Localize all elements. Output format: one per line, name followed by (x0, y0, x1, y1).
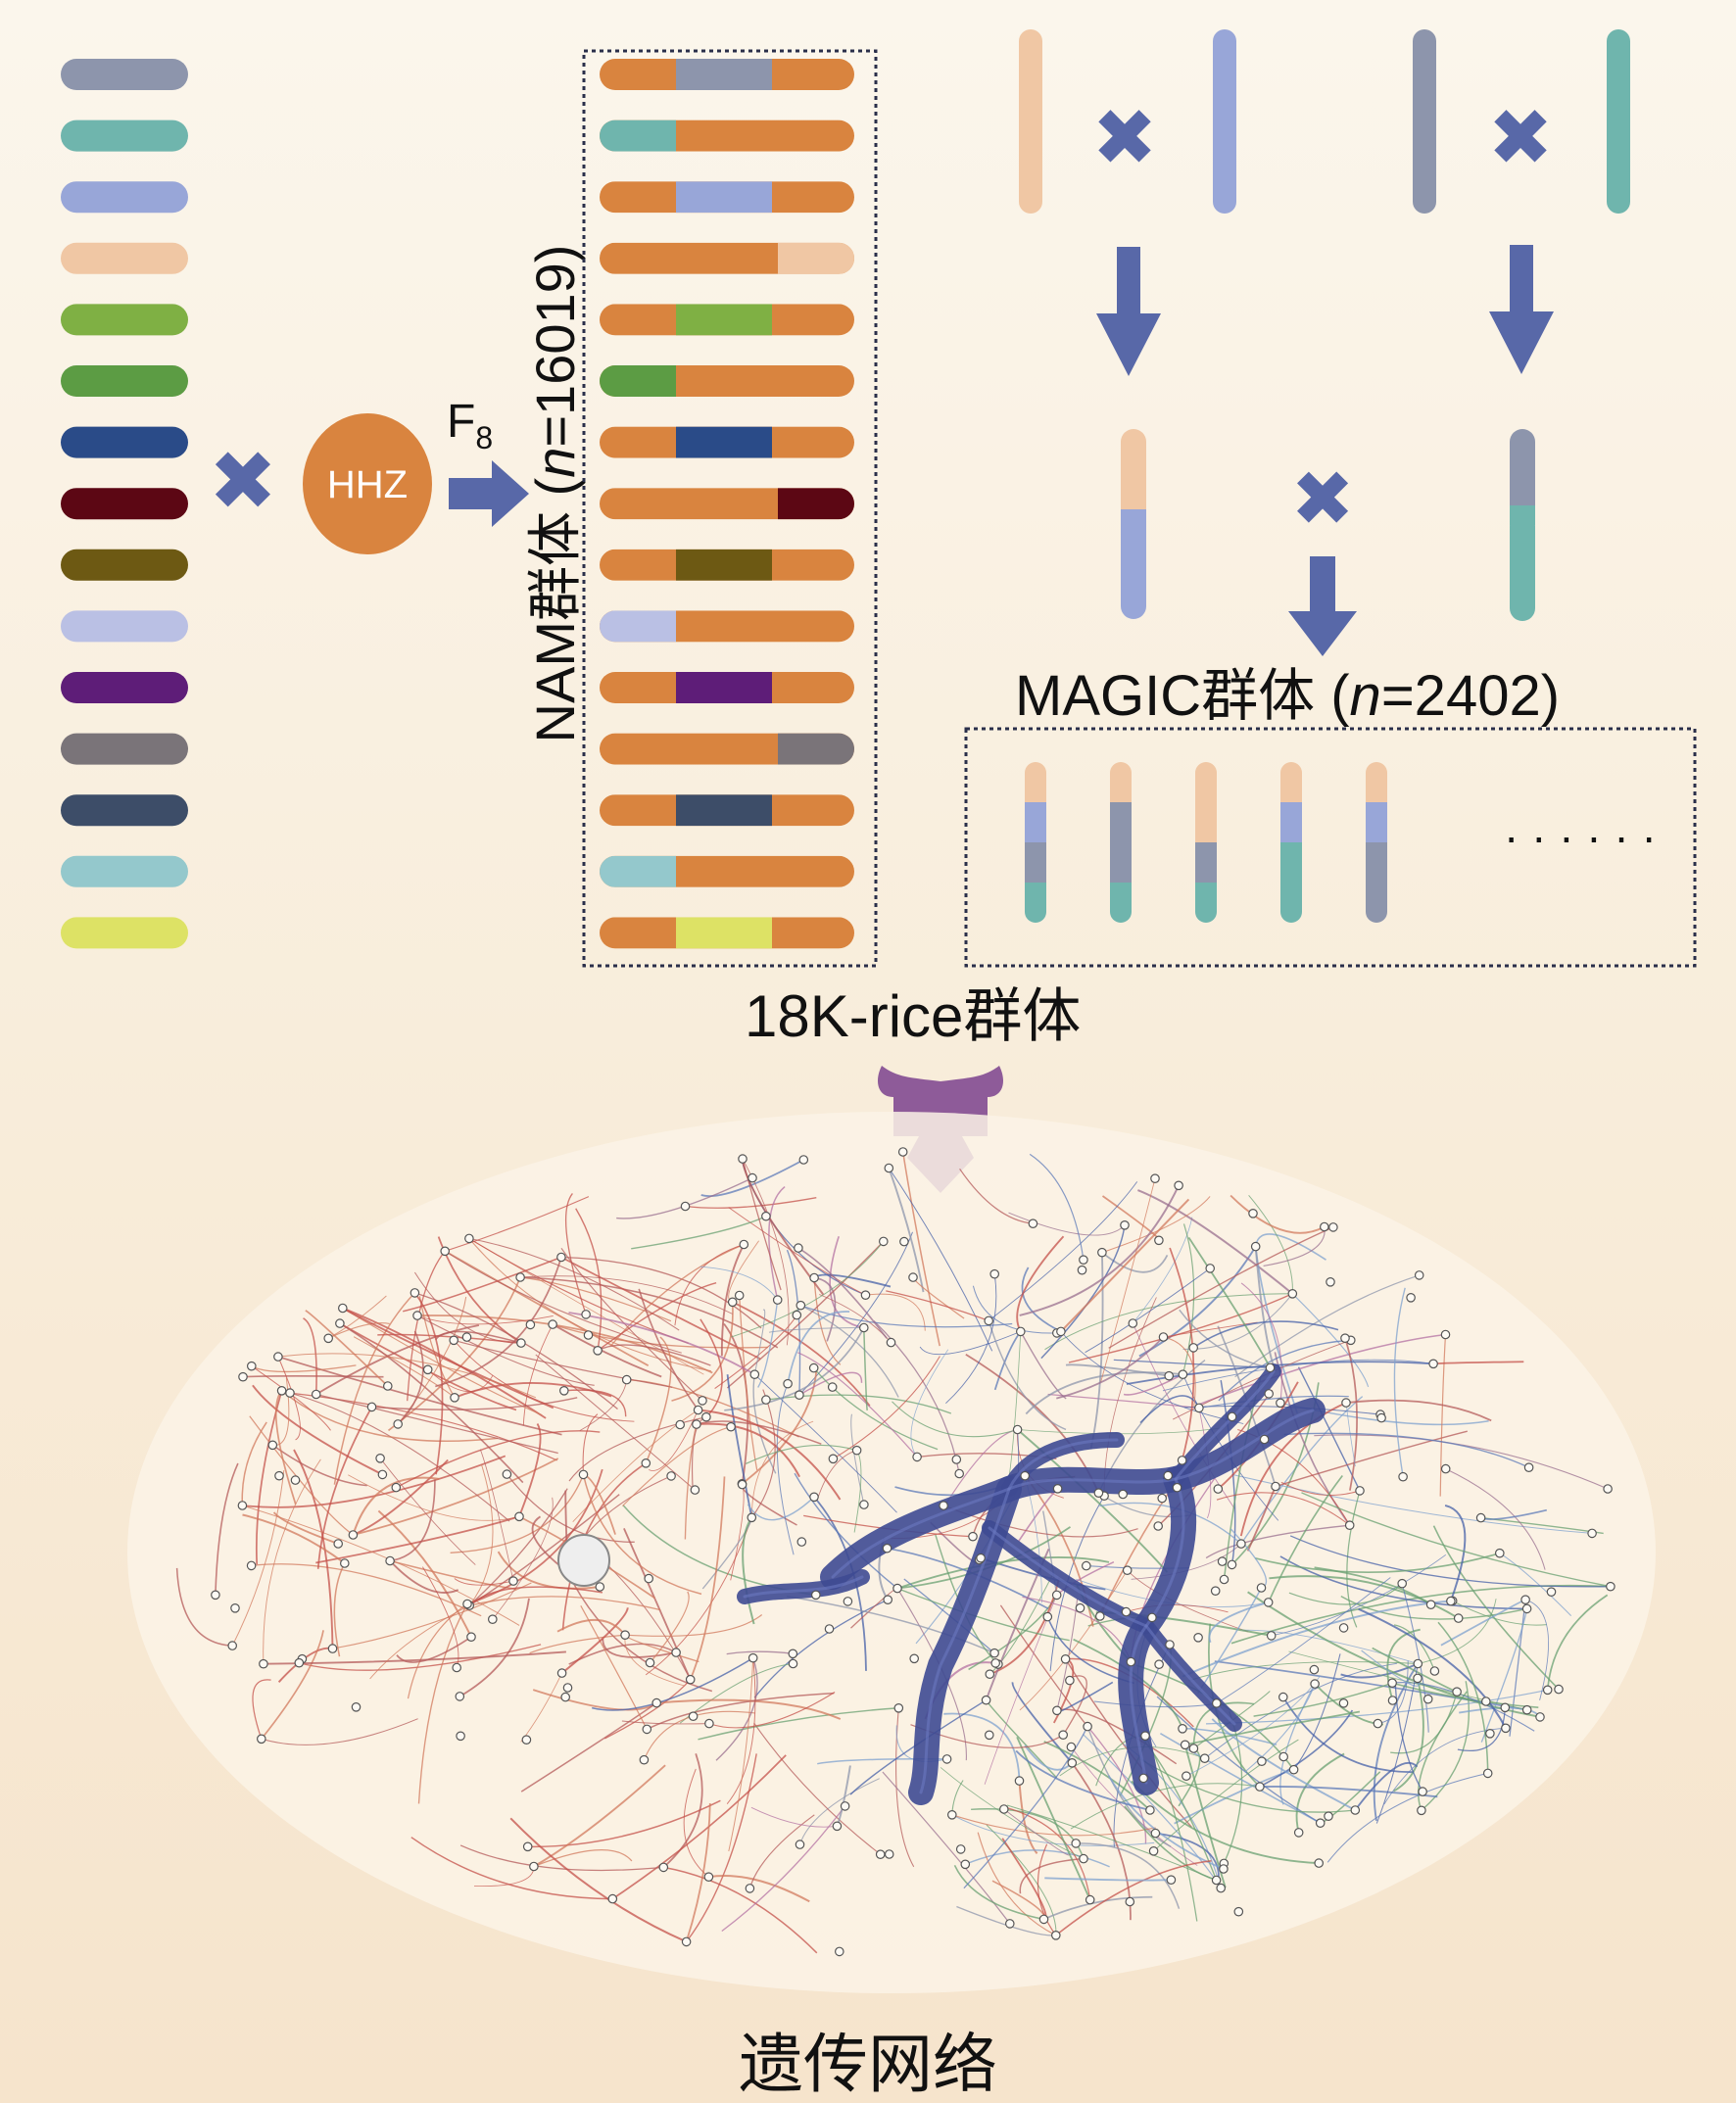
magic-parent-2 (1213, 29, 1236, 214)
f1-hybrid-1-lower (1121, 515, 1146, 619)
magic-ril (1110, 762, 1132, 923)
down-arrow (1288, 556, 1357, 656)
nam-line (600, 733, 854, 765)
f1-hybrid-2-lower (1510, 513, 1535, 621)
down-arrow (1096, 247, 1161, 376)
f1-hybrid-1 (1121, 429, 1146, 523)
hhz-label: HHZ (327, 463, 408, 506)
founder-line (61, 365, 188, 397)
nam-lines (600, 59, 854, 949)
nam-line (600, 488, 854, 520)
network-strands (175, 1151, 1612, 1954)
hhz-parent-node (303, 413, 432, 554)
magic-parent-3 (1413, 29, 1436, 214)
nam-line (600, 917, 854, 949)
magic-ril (1025, 762, 1046, 923)
cross-symbol: ✖ (209, 435, 277, 527)
f1-hybrid-2-mid (1510, 505, 1535, 525)
founder-line (61, 119, 188, 152)
magic-parent-4 (1607, 29, 1630, 214)
magic-lines (1025, 762, 1387, 923)
founder-lines (61, 59, 188, 949)
founder-line (61, 488, 188, 520)
nam-line (600, 426, 854, 458)
nam-line (600, 672, 854, 703)
founder-line (61, 794, 188, 827)
magic-crossing-scheme: ✖ ✖ ✖ (1019, 29, 1630, 656)
founder-line (61, 733, 188, 765)
genetic-network-label: 遗传网络 (739, 2028, 997, 2100)
nam-line (600, 855, 854, 887)
founder-line (61, 672, 188, 703)
magic-parent-1 (1019, 29, 1042, 214)
founder-line (61, 242, 188, 274)
ellipsis: · · · · · · (1504, 811, 1657, 862)
cross-symbol: ✖ (1091, 94, 1157, 181)
nam-line (600, 365, 854, 397)
founder-line (61, 426, 188, 458)
founder-line (61, 855, 188, 887)
magic-ril (1366, 762, 1387, 923)
f1-hybrid-1-mid (1121, 509, 1146, 529)
founder-line (61, 181, 188, 214)
cross-symbol: ✖ (1290, 455, 1354, 542)
nam-line (600, 119, 854, 152)
founder-line (61, 59, 188, 90)
f8-arrow (449, 460, 529, 527)
magic-ril (1195, 762, 1217, 923)
network-hub-node (557, 1534, 610, 1587)
network-core (737, 1363, 1326, 1805)
cross-symbol: ✖ (1487, 94, 1553, 181)
network-nodes (211, 1147, 1615, 1957)
founder-line (61, 610, 188, 643)
nam-line (600, 242, 854, 274)
nam-line (600, 549, 854, 581)
network-background (127, 1112, 1656, 1993)
nam-line (600, 794, 854, 827)
founder-line (61, 304, 188, 336)
f8-label: F8 (447, 396, 493, 455)
f1-hybrid-2 (1510, 429, 1535, 521)
magic-population-box (964, 727, 1697, 968)
nam-population-label: NAM群体 (n=16019) (524, 245, 586, 743)
magic-ril (1280, 762, 1302, 923)
founder-line (61, 549, 188, 581)
down-arrow (1489, 245, 1554, 374)
magic-population-label: MAGIC群体 (n=2402) (1015, 664, 1560, 728)
nam-line (600, 59, 854, 90)
genetic-network-image (127, 1112, 1656, 1993)
nam-line (600, 304, 854, 336)
nam-line (600, 610, 854, 643)
rice-population-label: 18K-rice群体 (745, 983, 1081, 1049)
founder-line (61, 917, 188, 949)
nam-line (600, 181, 854, 214)
